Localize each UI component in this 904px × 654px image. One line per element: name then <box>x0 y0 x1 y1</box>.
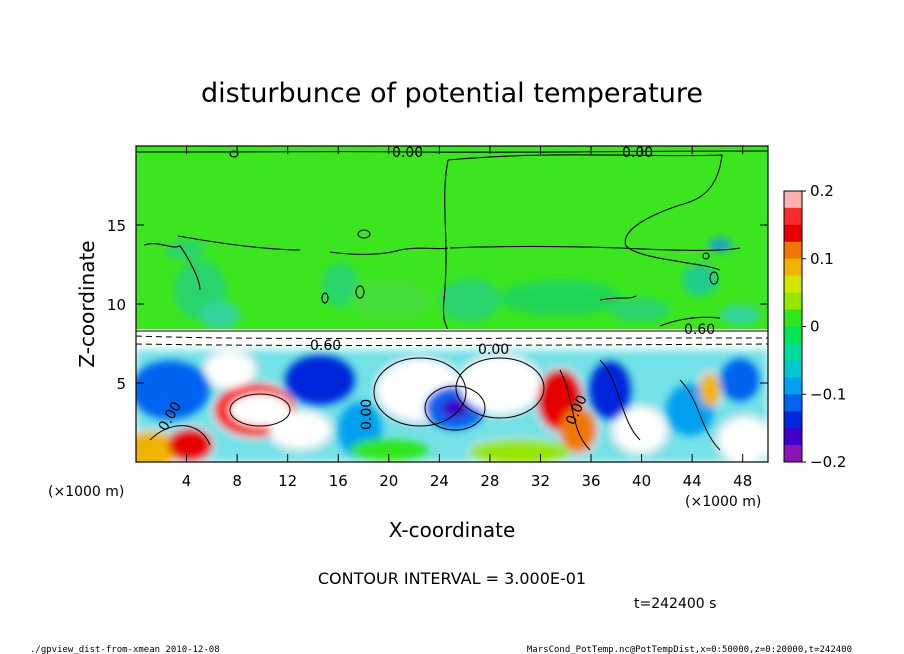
colorbar-tick-label: 0.1 <box>810 250 834 268</box>
contour-label: 0.60 <box>684 322 715 338</box>
contour-label: 0.00 <box>622 145 653 161</box>
colorbar-swatch <box>784 411 802 429</box>
x-unit-left: (×1000 m) <box>48 484 124 500</box>
x-tick-label: 24 <box>430 472 449 490</box>
x-tick-label: 12 <box>278 472 297 490</box>
y-tick-label: 15 <box>107 217 126 235</box>
y-tick-label: 5 <box>116 375 126 393</box>
contour-interval-note: CONTOUR INTERVAL = 3.000E-01 <box>318 569 586 588</box>
y-axis: 5 10 15 <box>107 217 768 393</box>
x-axis-label: X-coordinate <box>389 518 516 542</box>
colorbar-swatch <box>784 428 802 446</box>
colorbar-swatch <box>784 445 802 463</box>
colorbar-swatch <box>784 377 802 395</box>
contour-label: 0.60 <box>310 338 341 354</box>
colorbar-swatch <box>784 191 802 209</box>
colorbar: 0.2 0.1 0 −0.1 −0.2 <box>783 182 846 471</box>
colorbar-swatch <box>784 241 802 260</box>
colorbar-swatch <box>784 224 802 243</box>
x-tick-label: 28 <box>480 472 499 490</box>
x-tick-label: 16 <box>329 472 348 490</box>
colorbar-tick-label: 0 <box>810 318 820 336</box>
upper-contours <box>136 150 768 331</box>
footer-right: MarsCond_PotTemp.nc@PotTempDist,x=0:5000… <box>527 645 852 654</box>
colorbar-tick-label: 0.2 <box>810 182 834 200</box>
plot-area: 0.00 0.00 0.60 0.60 0.00 0.00 0.00 0.00 <box>136 145 768 462</box>
x-tick-label: 44 <box>683 472 702 490</box>
colorbar-tick-label: −0.2 <box>810 453 846 471</box>
upper-field-patches <box>165 238 760 329</box>
x-axis: 4 8 12 16 20 24 28 32 36 40 44 48 <box>182 146 752 490</box>
colorbar-swatch <box>784 292 802 311</box>
y-tick-label: 10 <box>107 296 126 314</box>
x-tick-label: 36 <box>581 472 600 490</box>
colorbar-swatch <box>784 207 802 226</box>
x-tick-label: 32 <box>531 472 550 490</box>
x-tick-label: 40 <box>632 472 651 490</box>
colorbar-swatch <box>784 309 802 327</box>
colorbar-swatch <box>784 394 802 412</box>
contour-label: 0.00 <box>392 145 423 161</box>
colorbar-swatch <box>784 258 802 277</box>
colorbar-swatch <box>784 326 802 344</box>
y-axis-label: Z-coordinate <box>75 240 99 367</box>
time-label: t=242400 s <box>634 596 716 612</box>
footer-left: ./gpview_dist-from-xmean 2010-12-08 <box>30 645 220 654</box>
chart-title: disturbunce of potential temperature <box>201 78 703 109</box>
x-unit-right: (×1000 m) <box>685 494 761 510</box>
lower-field <box>136 330 768 462</box>
x-tick-label: 20 <box>379 472 398 490</box>
colorbar-tick-label: −0.1 <box>810 385 846 403</box>
x-tick-label: 4 <box>182 472 192 490</box>
x-tick-label: 8 <box>232 472 242 490</box>
colorbar-swatch <box>784 343 802 361</box>
contour-label: 0.00 <box>478 342 509 358</box>
contour-label: 0.00 <box>359 399 375 430</box>
colorbar-swatch <box>784 360 802 378</box>
colorbar-swatch <box>784 275 802 294</box>
x-tick-label: 48 <box>733 472 752 490</box>
